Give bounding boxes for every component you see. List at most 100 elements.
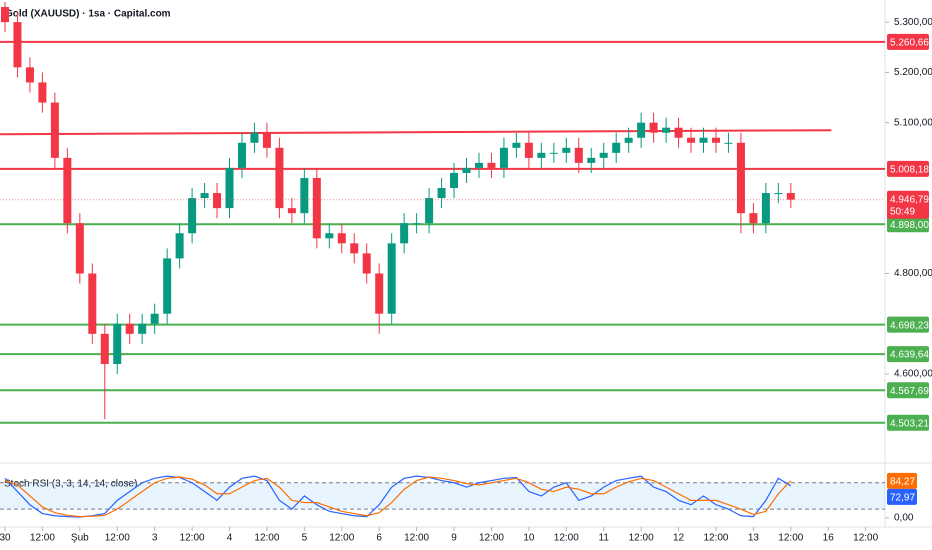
y-tick-label: 5.200,00: [894, 67, 932, 78]
indicator-line: [4, 476, 792, 518]
x-tick-label: 12:00: [105, 533, 130, 544]
x-tick-label: 12:00: [404, 533, 429, 544]
last-value-box: [887, 472, 917, 489]
x-tick-label: 12:00: [329, 533, 354, 544]
candle-body: [175, 233, 184, 259]
candle-body: [462, 167, 471, 173]
candle-body: [362, 253, 371, 274]
x-tick-label: 12:00: [629, 533, 654, 544]
level-label: 5.008,18: [890, 164, 929, 175]
candle-body: [774, 193, 783, 195]
candle-body: [0, 7, 9, 23]
candle-body: [150, 313, 159, 324]
candle-body: [312, 177, 321, 239]
candle-body: [574, 147, 583, 163]
candle-body: [736, 142, 745, 214]
candle-body: [562, 147, 571, 153]
candle-body: [200, 193, 209, 199]
band-fill: [0, 482, 885, 510]
y-tick-label: 5.100,00: [894, 117, 932, 128]
candle-body: [13, 22, 22, 68]
candle-body: [337, 233, 346, 244]
x-tick-label: 12:00: [554, 533, 579, 544]
level-label: 4.898,00: [890, 220, 929, 231]
candle-body: [662, 127, 671, 133]
candle-body: [63, 157, 72, 224]
level-label-box: [887, 316, 929, 333]
x-tick-label: 6: [376, 533, 382, 544]
candle-body: [637, 122, 646, 138]
indicator-line: [4, 475, 792, 518]
candle-body: [387, 243, 396, 314]
last-value-box: [887, 488, 917, 505]
level-label: 4.698,23: [890, 320, 929, 331]
candle-body: [624, 137, 633, 143]
candle-body: [649, 122, 658, 133]
last-value-label: 72,97: [890, 492, 915, 503]
candle-body: [474, 162, 483, 168]
candle-body: [213, 193, 222, 209]
candle-body: [100, 333, 109, 364]
level-label: 4.503,21: [890, 418, 929, 429]
candle-body: [749, 213, 758, 224]
countdown-label: 50:49: [890, 206, 915, 217]
x-tick-label: 12:00: [853, 533, 878, 544]
x-tick-label: 5: [302, 533, 308, 544]
candle-body: [487, 162, 496, 168]
candle-body: [699, 137, 708, 143]
candle-body: [786, 193, 795, 200]
x-tick-label: 12: [673, 533, 685, 544]
level-label-box: [887, 160, 929, 177]
candle-body: [674, 127, 683, 138]
last-price-box: [887, 190, 929, 219]
level-label-box: [887, 33, 929, 50]
x-tick-label: 11: [599, 533, 610, 544]
candle-body: [687, 137, 696, 143]
candle-body: [612, 142, 621, 153]
candle-body: [50, 102, 59, 158]
level-label-box: [887, 382, 929, 399]
x-tick-label: 13: [748, 533, 760, 544]
candle-body: [38, 82, 47, 103]
level-label: 4.639,64: [890, 350, 929, 361]
candle-body: [75, 223, 84, 274]
x-tick-label: 12:00: [778, 533, 803, 544]
candle-body: [138, 323, 147, 334]
candle-body: [163, 258, 172, 314]
candle-body: [125, 323, 134, 334]
y-tick-label: 0,00: [894, 513, 914, 524]
candle-body: [711, 137, 720, 143]
level-label: 4.567,69: [890, 386, 929, 397]
candle-body: [400, 223, 409, 244]
candle-body: [761, 193, 770, 224]
y-tick-label: 4.800,00: [894, 268, 932, 279]
x-tick-label: 12:00: [180, 533, 205, 544]
candle-body: [188, 198, 197, 234]
candle-body: [262, 132, 271, 148]
x-tick-label: 3: [152, 533, 158, 544]
x-tick-label: 10: [523, 533, 535, 544]
level-label: 5.260,66: [890, 38, 929, 49]
x-tick-label: Şub: [71, 533, 89, 544]
level-label-box: [887, 414, 929, 431]
candle-body: [113, 323, 122, 364]
candle-body: [25, 67, 34, 83]
candle-body: [300, 177, 309, 214]
candle-body: [537, 152, 546, 158]
x-tick-label: 4: [227, 533, 233, 544]
trend-line: [0, 129, 832, 136]
indicator-title: Stoch RSI (3, 3, 14, 14, close): [4, 479, 137, 490]
y-tick-label: 5.300,00: [894, 17, 932, 28]
level-label-box: [887, 346, 929, 363]
candle-body: [425, 198, 434, 224]
candle-body: [524, 142, 533, 158]
candle-body: [724, 142, 733, 144]
candle-body: [549, 152, 558, 154]
candle-body: [375, 273, 384, 314]
x-tick-label: 12:00: [254, 533, 279, 544]
candle-body: [587, 157, 596, 163]
x-tick-label: 16: [823, 533, 835, 544]
candle-body: [287, 208, 296, 214]
